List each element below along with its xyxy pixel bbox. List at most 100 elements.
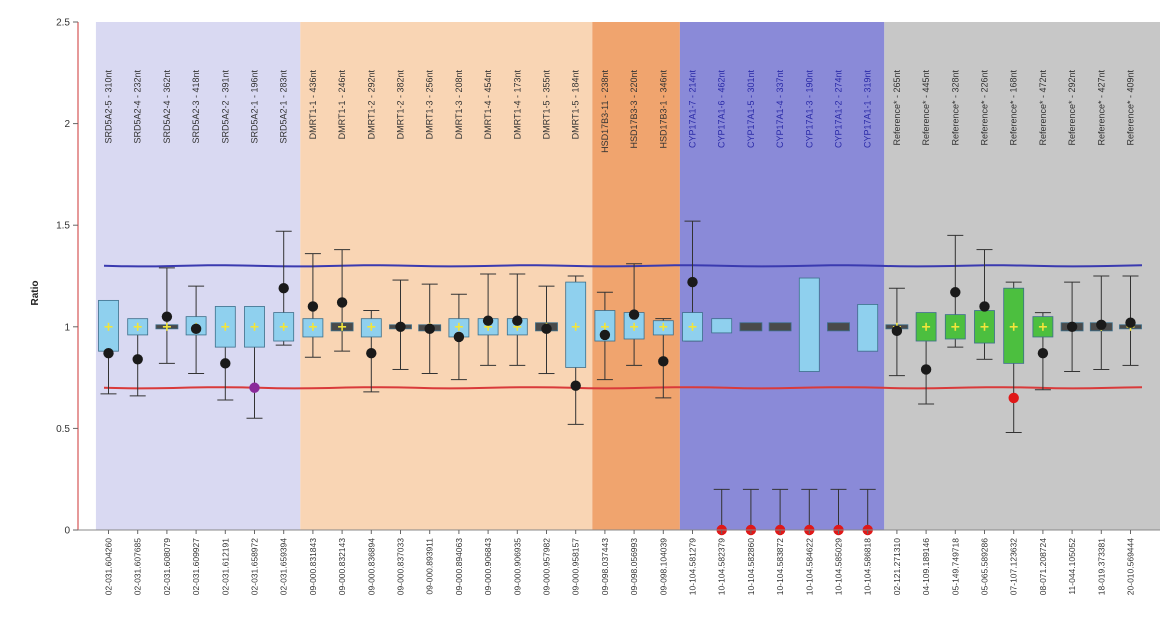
sample-label: 20-010.569444 [1126, 538, 1136, 595]
sample-box [827, 322, 850, 536]
probe-label: CYP17A1-2 - 274nt [834, 70, 844, 149]
sample-box [711, 318, 733, 536]
iqr-box [857, 304, 879, 352]
sample-box [418, 283, 442, 375]
sample-label: 04-109.189146 [921, 538, 931, 595]
sample-ratio-dot [687, 276, 698, 288]
probe-label: DMRT1-3 - 256nt [425, 70, 435, 140]
sample-label: 10-104.584622 [804, 538, 814, 595]
sample-box [360, 310, 382, 393]
upper-threshold-line [103, 264, 1143, 268]
y-tick-label: 2.5 [56, 18, 70, 29]
sample-box [565, 275, 587, 425]
sample-label: 09-000.836894 [366, 538, 376, 595]
sample-ratio-dot [541, 323, 552, 335]
sample-ratio-dot [920, 364, 932, 375]
probe-label: HSD17B3-3 - 220nt [629, 70, 639, 149]
probe-group-regions [95, 22, 1160, 530]
sample-ratio-dot [190, 323, 202, 335]
sample-box [623, 263, 645, 366]
sample-ratio-dot [307, 301, 319, 312]
sample-label: 09-000.837033 [396, 538, 406, 595]
probe-label: HSD17B3-1 - 346nt [658, 70, 668, 149]
lower-threshold-line [103, 386, 1143, 390]
iqr-box [798, 277, 820, 372]
sample-label: 02-031.612191 [220, 538, 230, 595]
probe-label: CYP17A1-6 - 462nt [717, 70, 727, 149]
sample-box [477, 273, 499, 366]
probe-label: DMRT1-4 - 173nt [512, 70, 522, 140]
sample-ratio-dot [1096, 319, 1107, 330]
sample-ratio-dot [453, 331, 465, 343]
sample-label: 10-104.581279 [688, 538, 698, 595]
probe-label: SRD5A2-1 - 196nt [250, 70, 260, 144]
sample-box [915, 312, 937, 405]
probe-label: CYP17A1-7 - 214nt [688, 70, 698, 149]
sample-label: 09-000.957982 [542, 538, 552, 595]
probe-region [592, 22, 680, 530]
probe-region [95, 22, 301, 530]
sample-label: 09-000.893911 [425, 538, 435, 595]
sample-box [302, 253, 324, 358]
threshold-lines [103, 264, 1143, 390]
sample-box [273, 230, 295, 346]
sample-ratio-dot [103, 348, 114, 359]
sample-label: 10-104.582860 [746, 538, 756, 595]
sample-ratio-dot [1125, 317, 1136, 328]
sample-box [506, 273, 528, 366]
probe-label: Reference* - 226nt [980, 70, 990, 146]
sample-ratio-dot [278, 282, 289, 294]
probe-label: Reference* - 409nt [1126, 70, 1136, 146]
y-tick-label: 1.5 [56, 221, 70, 232]
iqr-box [768, 322, 792, 332]
sample-box [944, 234, 966, 348]
sample-box [535, 285, 558, 375]
sample-box [652, 318, 674, 399]
sample-label: 09-000.831843 [308, 538, 318, 595]
probe-region [679, 22, 885, 530]
sample-label: 11-044.105052 [1067, 538, 1077, 595]
sample-ratio-dot [249, 382, 260, 393]
probe-region [884, 22, 1160, 530]
sample-ratio-dot [891, 325, 903, 337]
sample-label: 02-031.659394 [279, 538, 289, 595]
sample-box [214, 306, 236, 401]
probe-label: CYP17A1-3 - 190nt [804, 70, 814, 149]
probe-label: SRD5A2-1 - 283nt [279, 70, 289, 144]
probe-labels: SRD5A2-5 - 310nt SRD5A2-4 - 232nt SRD5A2-4… [104, 70, 1136, 153]
y-tick-label: 2 [64, 119, 70, 130]
sample-box [244, 306, 265, 419]
sample-label: 10-104.586818 [863, 538, 873, 595]
probe-label: Reference* - 292nt [1067, 70, 1077, 146]
sample-label: 08-071.208724 [1038, 538, 1048, 595]
probe-label: SRD5A2-4 - 362nt [162, 70, 172, 144]
sample-ratio-dot [424, 323, 435, 335]
sample-ratio-dot [1066, 321, 1078, 332]
sample-label: 02-031.608079 [162, 538, 172, 595]
sample-ratio-dot [628, 309, 640, 320]
sample-label: 10-104.582379 [717, 538, 727, 595]
probe-label: CYP17A1-4 - 337nt [775, 70, 785, 149]
sample-label: 05-065.589286 [980, 538, 990, 595]
probe-label: DMRT1-1 - 246nt [337, 70, 347, 140]
axes: 0 0.5 1 1.5 2 2.5 [56, 18, 1160, 537]
sample-label: 07-107.123632 [1009, 538, 1019, 595]
sample-ratio-dot [366, 348, 377, 359]
sample-ratio-dot [132, 354, 143, 365]
sample-label: 02-121.271310 [892, 538, 902, 595]
y-tick-label: 0.5 [56, 424, 70, 435]
probe-label: SRD5A2-4 - 232nt [133, 70, 143, 144]
probe-label: Reference* - 445nt [921, 70, 931, 146]
probe-label: Reference* - 265nt [892, 70, 902, 146]
sample-label: 02-031.604260 [104, 538, 114, 595]
probe-region [300, 22, 593, 530]
sample-ratio-dot [161, 311, 173, 322]
probe-label: CYP17A1-5 - 301nt [746, 70, 756, 149]
sample-box [1119, 275, 1142, 366]
sample-label: 18-019.373381 [1096, 538, 1106, 595]
sample-box [330, 249, 354, 352]
iqr-box [827, 322, 850, 332]
probe-label: SRD5A2-5 - 310nt [104, 70, 114, 144]
y-tick-label: 0 [64, 526, 70, 537]
